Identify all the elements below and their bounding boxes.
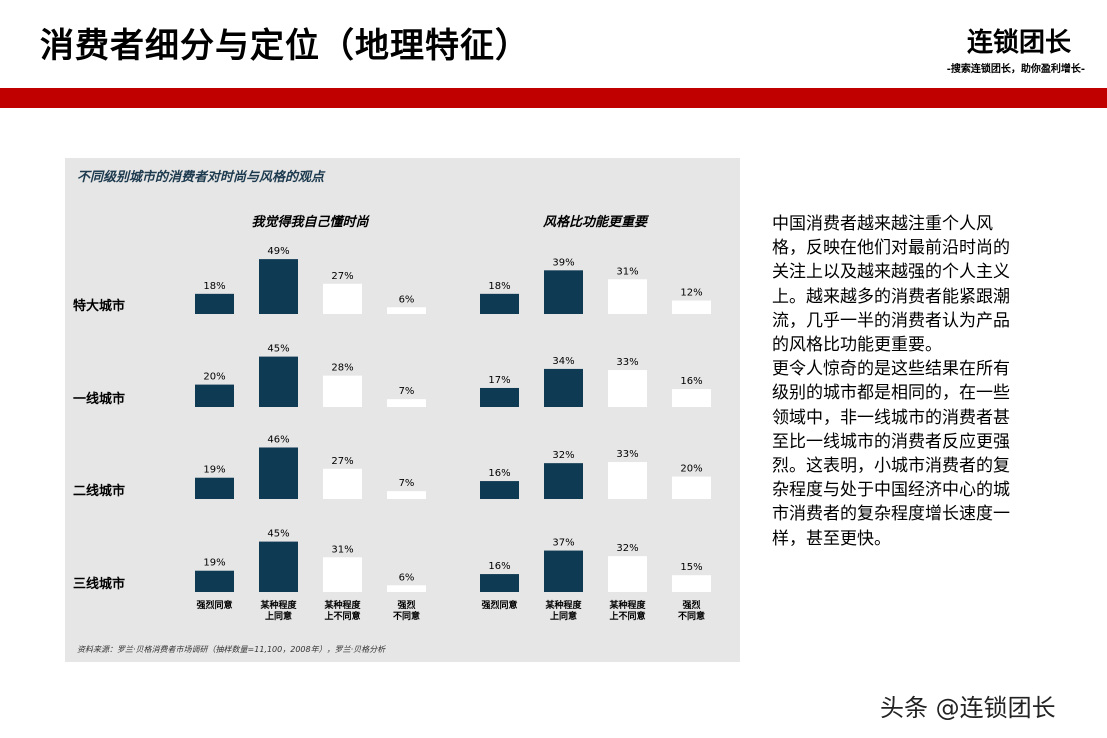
data-label-p2-r4-c3: 32% — [616, 543, 638, 554]
bar-p2-r4-c2 — [544, 550, 583, 592]
brand-logo: 连锁团长 — [966, 28, 1071, 58]
chart-panel: 我觉得我自己懂时尚 18% 49% 27% 6% 20% 45% 28% 7% 19% 46% 27%… — [65, 158, 740, 662]
data-label-p1-r1-c3: 27% — [331, 271, 353, 282]
bar-p2-r2-c3 — [608, 370, 647, 407]
bar-p1-r3-c2 — [259, 447, 298, 499]
data-label-p2-r3-c4: 20% — [680, 464, 702, 475]
data-label-p2-r2-c2: 34% — [552, 356, 574, 367]
data-label-p1-r2-c1: 20% — [203, 372, 225, 383]
row-label-4: 三线城市 — [73, 576, 125, 592]
bar-p2-r3-c3 — [608, 462, 647, 499]
bar-p1-r4-c4 — [387, 585, 426, 592]
page-title: 消费者细分与定位（地理特征） — [40, 26, 530, 66]
category-label-p1-c4-l2: 不同意 — [393, 610, 420, 622]
bar-p1-r1-c3 — [323, 283, 362, 314]
body-paragraph-2: 更令人惊奇的是这些结果在所有级别的城市都是相同的，在一些领域中，非一线城市的消费… — [772, 359, 1010, 549]
bar-p2-r4-c1 — [480, 574, 519, 592]
category-label-p1-c4-l1: 强烈 — [397, 599, 415, 611]
data-label-p1-r3-c3: 27% — [331, 456, 353, 467]
brand-slogan: -搜索连锁团长，助你盈利增长- — [946, 64, 1085, 75]
bar-p1-r2-c2 — [259, 356, 298, 407]
data-label-p1-r1-c2: 49% — [267, 246, 289, 257]
data-label-p2-r4-c1: 16% — [488, 561, 510, 572]
data-label-p2-r2-c4: 16% — [680, 376, 702, 387]
data-label-p2-r1-c2: 39% — [552, 257, 574, 268]
data-label-p1-r1-c4: 6% — [399, 294, 415, 305]
bar-p2-r2-c4 — [672, 389, 711, 407]
bar-p1-r1-c1 — [195, 293, 234, 314]
bar-p2-r4-c4 — [672, 575, 711, 592]
body-paragraph-1: 中国消费者越来越注重个人风格，反映在他们对最前沿时尚的关注上以及越来越强的个人主… — [772, 214, 1010, 356]
category-label-p2-c2-l2: 上同意 — [550, 610, 577, 622]
data-label-p2-r1-c1: 18% — [488, 281, 510, 292]
data-label-p1-r2-c3: 28% — [331, 363, 353, 374]
row-label-2: 一线城市 — [73, 391, 125, 407]
data-label-p1-r4-c4: 6% — [399, 572, 415, 583]
panel-heading-2: 风格比功能更重要 — [542, 214, 650, 230]
bar-p2-r1-c1 — [480, 293, 519, 314]
bar-p2-r2-c2 — [544, 368, 583, 407]
header-divider — [0, 88, 1107, 108]
bar-p2-r1-c2 — [544, 270, 583, 314]
bar-p1-r4-c1 — [195, 570, 234, 592]
data-label-p2-r3-c3: 33% — [616, 449, 638, 460]
data-label-p2-r2-c1: 17% — [488, 375, 510, 386]
panel-heading-1: 我觉得我自己懂时尚 — [251, 214, 370, 230]
row-label-3: 二线城市 — [73, 483, 125, 499]
bar-p1-r3-c4 — [387, 491, 426, 499]
bar-p2-r1-c4 — [672, 300, 711, 314]
bar-p1-r2-c4 — [387, 399, 426, 407]
data-label-p2-r2-c3: 33% — [616, 357, 638, 368]
bar-p2-r4-c3 — [608, 556, 647, 592]
category-label-p2-c3-l1: 某种程度 — [609, 599, 646, 611]
bar-p1-r4-c3 — [323, 557, 362, 592]
category-label-p2-c4-l2: 不同意 — [678, 610, 705, 622]
bar-p1-r3-c1 — [195, 477, 234, 499]
chart-svg: 我觉得我自己懂时尚 18% 49% 27% 6% 20% 45% 28% 7% 19% 46% 27%… — [73, 214, 711, 622]
category-label-p1-c2-l2: 上同意 — [265, 610, 292, 622]
data-label-p2-r1-c4: 12% — [680, 288, 702, 299]
data-label-p1-r2-c2: 45% — [267, 344, 289, 355]
bar-p2-r3-c4 — [672, 476, 711, 499]
category-label-p2-c3-l2: 上不同意 — [609, 610, 645, 622]
data-label-p1-r1-c1: 18% — [203, 281, 225, 292]
bar-p1-r3-c3 — [323, 468, 362, 499]
bar-p1-r4-c2 — [259, 541, 298, 592]
data-label-p2-r4-c2: 37% — [552, 538, 574, 549]
bar-p2-r3-c1 — [480, 481, 519, 499]
data-label-p2-r4-c4: 15% — [680, 562, 702, 573]
category-label-p1-c2-l1: 某种程度 — [260, 599, 297, 611]
data-label-p1-r3-c2: 46% — [267, 434, 289, 445]
data-label-p1-r2-c4: 7% — [399, 386, 415, 397]
data-label-p1-r4-c1: 19% — [203, 558, 225, 569]
data-label-p2-r1-c3: 31% — [616, 266, 638, 277]
bar-p2-r1-c3 — [608, 279, 647, 314]
bar-p1-r2-c3 — [323, 375, 362, 407]
category-label-p1-c3-l1: 某种程度 — [324, 599, 361, 611]
bar-p1-r2-c1 — [195, 384, 234, 407]
data-label-p1-r3-c4: 7% — [399, 478, 415, 489]
category-label-p2-c4-l1: 强烈 — [682, 599, 700, 611]
bar-p1-r1-c4 — [387, 307, 426, 314]
watermark: 头条 @连锁团长 — [880, 694, 1056, 722]
data-label-p1-r4-c3: 31% — [331, 544, 353, 555]
bar-p1-r1-c2 — [259, 259, 298, 314]
data-label-p1-r3-c1: 19% — [203, 465, 225, 476]
bar-p2-r2-c1 — [480, 387, 519, 407]
chart-title: 不同级别城市的消费者对时尚与风格的观点 — [77, 170, 325, 185]
bar-p2-r3-c2 — [544, 463, 583, 499]
data-label-p2-r3-c2: 32% — [552, 450, 574, 461]
category-label-p2-c1-l1: 强烈同意 — [481, 599, 517, 611]
category-label-p1-c1-l1: 强烈同意 — [196, 599, 232, 611]
chart-source: 资料来源：罗兰·贝格消费者市场调研（抽样数量=11,100，2008年），罗兰·… — [77, 645, 386, 654]
data-label-p2-r3-c1: 16% — [488, 468, 510, 479]
category-label-p1-c3-l2: 上不同意 — [324, 610, 360, 622]
category-label-p2-c2-l1: 某种程度 — [545, 599, 582, 611]
data-label-p1-r4-c2: 45% — [267, 529, 289, 540]
body-text: 中国消费者越来越注重个人风格，反映在他们对最前沿时尚的关注上以及越来越强的个人主… — [772, 212, 1022, 551]
row-label-1: 特大城市 — [73, 298, 125, 314]
